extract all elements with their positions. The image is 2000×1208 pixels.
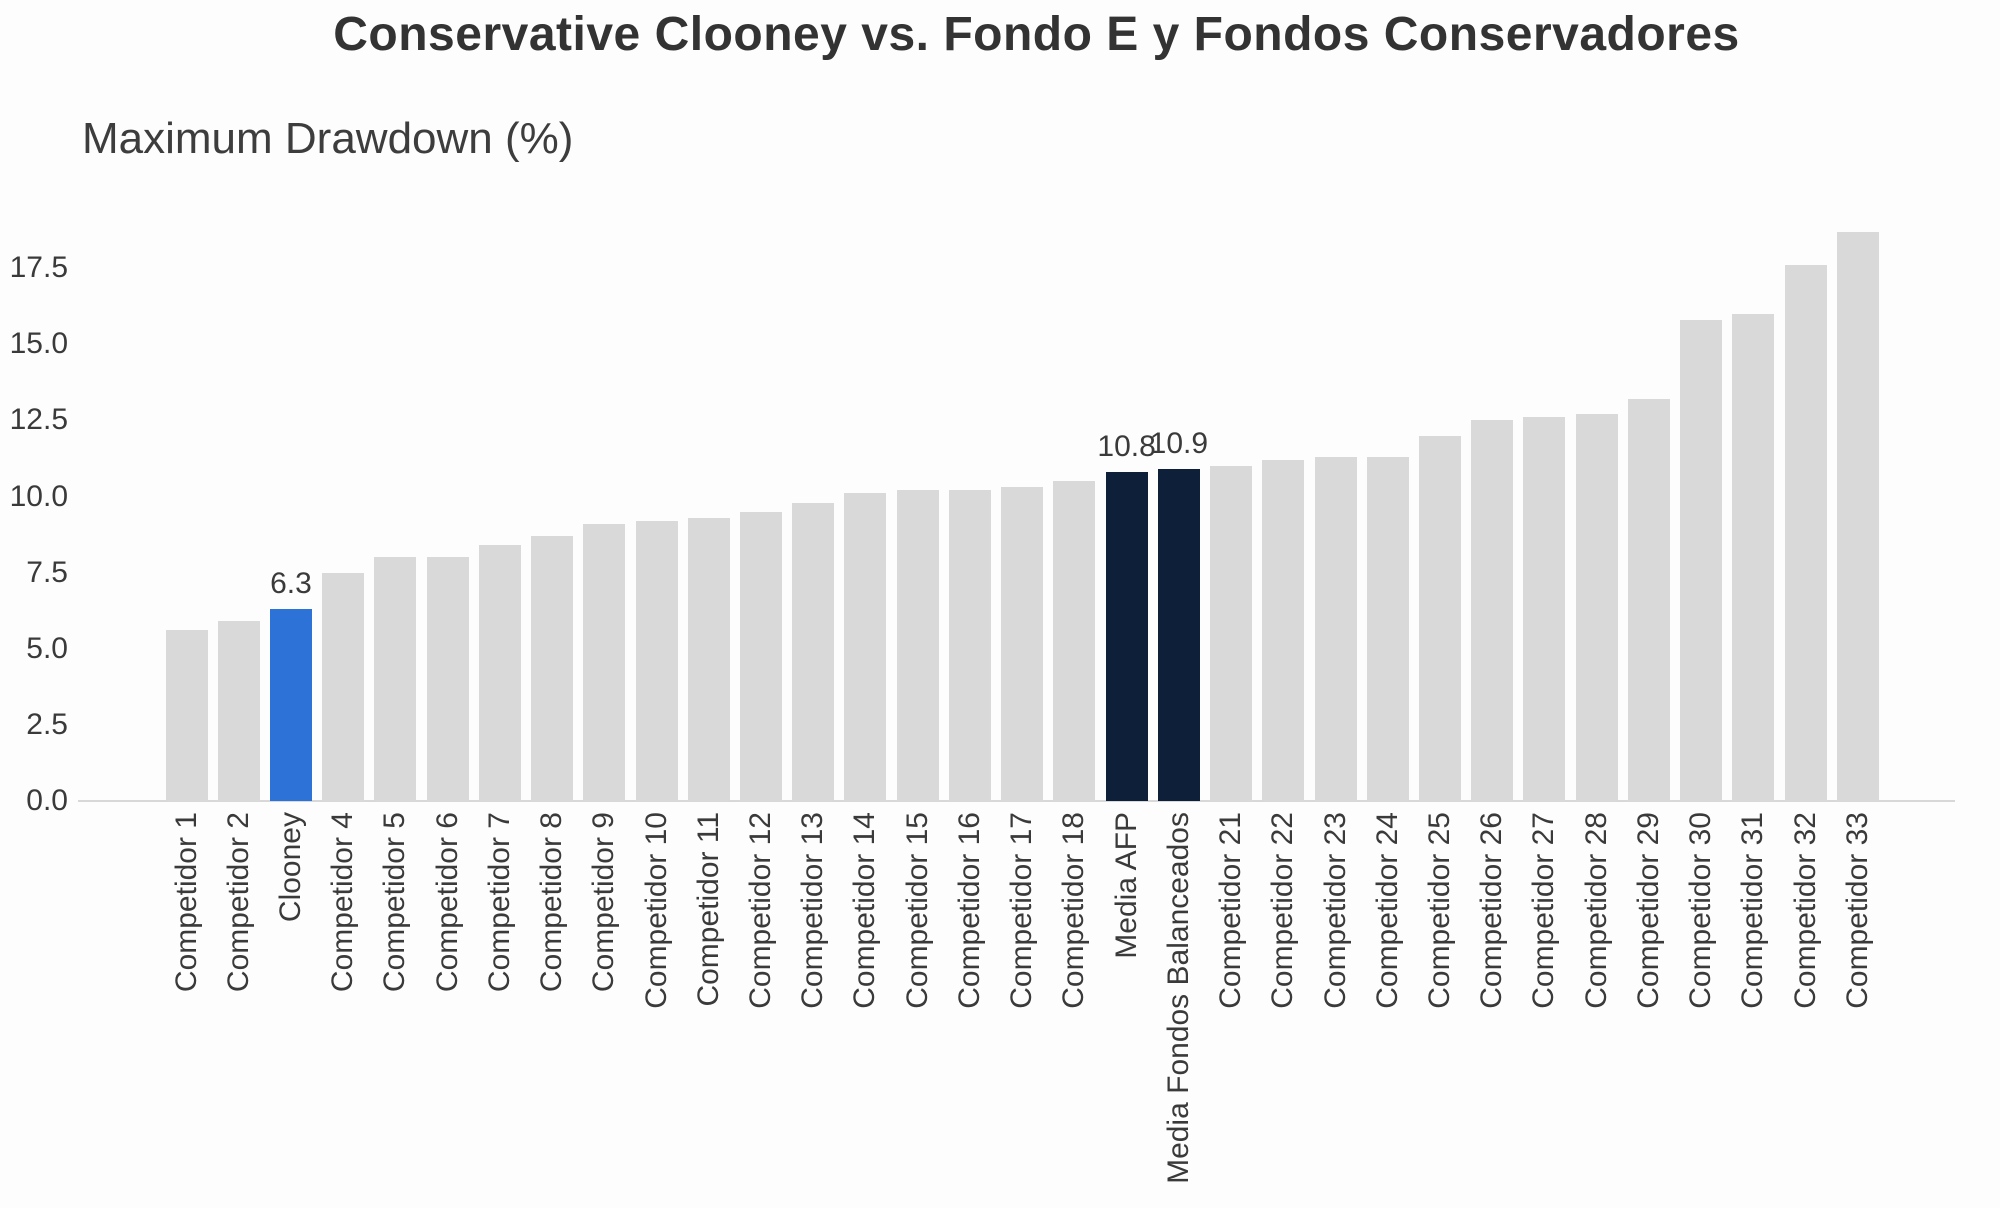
- x-tick-label-competidor-30: Competidor 30: [1684, 812, 1718, 1009]
- bar-competidor-30: [1680, 320, 1723, 801]
- bar-competidor-31: [1732, 314, 1775, 801]
- bar-competidor-28: [1575, 414, 1618, 801]
- x-tick-label-competidor-2: Competidor 2: [221, 812, 255, 993]
- bar-competidor-4: [322, 573, 365, 801]
- bar-competidor-21: [1210, 466, 1253, 801]
- bar-competidor-17: [1001, 487, 1044, 801]
- x-tick-label-clooney: Clooney: [273, 812, 307, 923]
- bar-competidor-26: [1471, 420, 1514, 801]
- x-tick-label-competidor-22: Competidor 22: [1266, 812, 1300, 1009]
- y-tick-label-5.0: 5.0: [26, 631, 68, 665]
- x-tick-label-competidor-26: Competidor 26: [1475, 812, 1509, 1009]
- x-tick-label-competidor-9: Competidor 9: [587, 812, 621, 993]
- bar-media-fondos-balanceados: [1157, 469, 1200, 801]
- bar-competidor-10: [635, 521, 678, 801]
- bar-competidor-13: [792, 503, 835, 801]
- bar-competidor-6: [426, 557, 469, 801]
- bar-value-label-clooney: 6.3: [270, 567, 312, 600]
- x-tick-label-competidor-32: Competidor 32: [1788, 812, 1822, 1009]
- y-tick-label-15.0: 15.0: [9, 327, 68, 361]
- bar-competidor-32: [1784, 265, 1827, 801]
- bar-competidor-24: [1366, 457, 1409, 801]
- bar-competidor-5: [374, 557, 417, 801]
- y-tick-label-12.5: 12.5: [9, 403, 68, 437]
- x-tick-label-competidor-31: Competidor 31: [1736, 812, 1770, 1009]
- bar-competidor-27: [1523, 417, 1566, 801]
- bar-competidor-15: [896, 490, 939, 801]
- x-tick-label-competidor-18: Competidor 18: [1057, 812, 1091, 1009]
- y-tick-label-0.0: 0.0: [26, 784, 68, 817]
- bar-value-label-media-afp: 10.8: [1097, 430, 1156, 463]
- x-tick-label-media-fondos-balanceados: Media Fondos Balanceados: [1161, 812, 1195, 1184]
- y-tick-label-17.5: 17.5: [9, 251, 68, 285]
- y-tick-label-2.5: 2.5: [26, 707, 68, 741]
- bar-clooney: [269, 609, 312, 801]
- bar-competidor-23: [1314, 457, 1357, 801]
- x-tick-label-competidor-7: Competidor 7: [482, 812, 516, 993]
- bar-competidor-29: [1627, 399, 1670, 801]
- x-tick-label-competidor-14: Competidor 14: [848, 812, 882, 1009]
- x-axis-line: [78, 800, 1955, 802]
- x-tick-label-competidor-28: Competidor 28: [1579, 812, 1613, 1009]
- bar-competidor-14: [844, 493, 887, 801]
- bar-competidor-33: [1836, 232, 1879, 801]
- x-tick-label-competidor-23: Competidor 23: [1318, 812, 1352, 1009]
- x-tick-label-competidor-11: Competidor 11: [691, 812, 725, 1007]
- bar-competidor-25: [1419, 436, 1462, 801]
- bar-media-afp: [1105, 472, 1148, 801]
- bar-value-label-media-fondos-balanceados: 10.9: [1149, 427, 1209, 460]
- y-tick-label-10.0: 10.0: [9, 479, 68, 513]
- bar-competidor-18: [1053, 481, 1096, 801]
- bar-competidor-9: [583, 524, 626, 801]
- x-tick-label-competidor-33: Competidor 33: [1840, 812, 1874, 1009]
- bar-competidor-16: [948, 490, 991, 801]
- x-tick-label-competidor-10: Competidor 10: [639, 812, 673, 1009]
- bar-competidor-8: [531, 536, 574, 801]
- x-tick-label-competidor-17: Competidor 17: [1005, 812, 1039, 1009]
- x-tick-label-competidor-29: Competidor 29: [1631, 812, 1665, 1009]
- x-tick-label-competidor-15: Competidor 15: [900, 812, 934, 1009]
- x-tick-label-competidor-1: Competidor 1: [169, 812, 203, 993]
- x-tick-label-competidor-4: Competidor 4: [326, 812, 360, 993]
- bar-competidor-2: [217, 621, 260, 801]
- chart-title: Conservative Clooney vs. Fondo E y Fondo…: [333, 8, 1740, 61]
- bar-competidor-1: [165, 630, 208, 801]
- x-tick-label-competidor-5: Competidor 5: [378, 812, 412, 993]
- x-tick-label-competidor-13: Competidor 13: [796, 812, 830, 1009]
- x-tick-label-competidor-8: Competidor 8: [535, 812, 569, 993]
- x-tick-label-media-afp: Media AFP: [1109, 812, 1143, 959]
- x-tick-label-competidor-21: Competidor 21: [1214, 812, 1248, 1009]
- bar-competidor-11: [687, 518, 730, 801]
- bar-competidor-22: [1262, 460, 1305, 801]
- x-tick-label-competidor-6: Competidor 6: [430, 812, 464, 993]
- y-axis-heading: Maximum Drawdown (%): [82, 114, 574, 163]
- x-tick-label-competidor-16: Competidor 16: [952, 812, 986, 1009]
- x-tick-label-competidor-25: Competidor 25: [1423, 812, 1457, 1009]
- x-tick-label-competidor-24: Competidor 24: [1370, 812, 1404, 1009]
- bar-competidor-12: [740, 512, 783, 801]
- bar-competidor-7: [478, 545, 521, 801]
- y-tick-label-7.5: 7.5: [26, 555, 68, 589]
- x-tick-label-competidor-27: Competidor 27: [1527, 812, 1561, 1009]
- x-tick-label-competidor-12: Competidor 12: [744, 812, 778, 1009]
